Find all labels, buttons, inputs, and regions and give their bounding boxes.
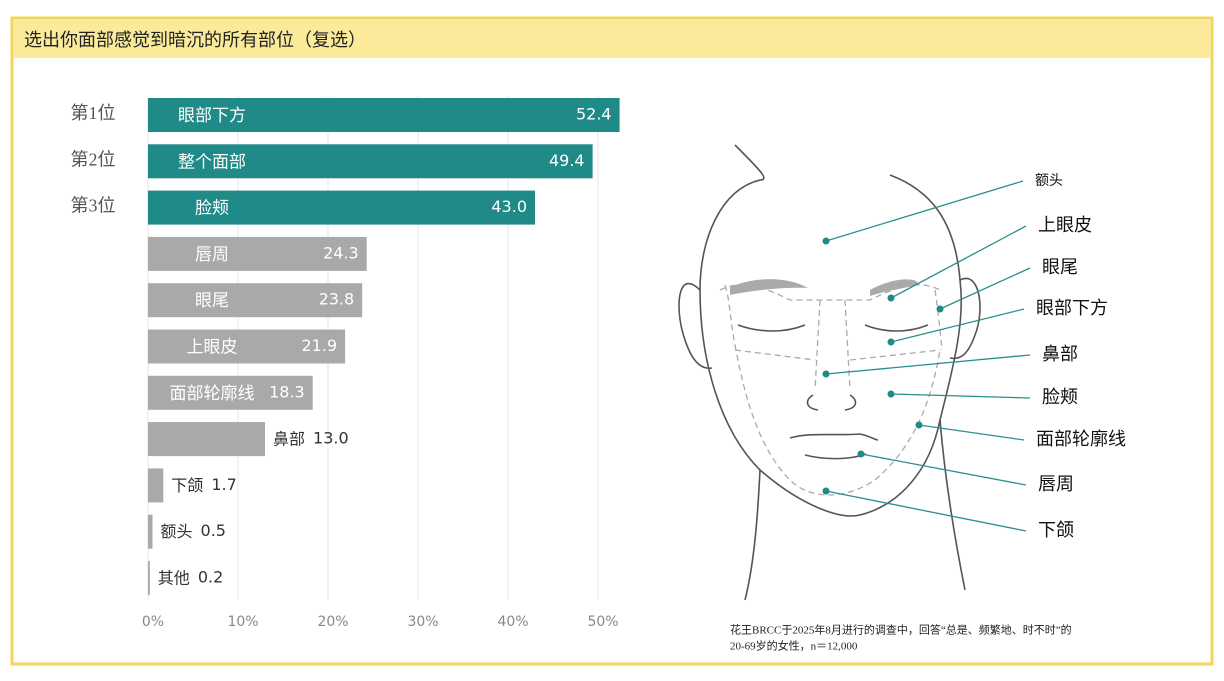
leader-line [825, 180, 1024, 242]
leader-line [825, 354, 1031, 375]
dot [915, 421, 923, 429]
category-label: 眼部下方 [178, 106, 246, 126]
category-label: 唇周 [195, 245, 229, 265]
category-label: 整个面部 [178, 152, 246, 172]
x-tick-label: 20% [317, 614, 348, 630]
leader-line [890, 393, 1031, 399]
bar [148, 283, 363, 318]
diagram-label: 眼部下方 [1036, 298, 1108, 319]
category-label: 上眼皮 [187, 338, 238, 358]
value-label: 49.4 [549, 151, 585, 170]
value-label: 1.7 [211, 475, 236, 494]
category-label: 其他 [158, 569, 190, 588]
x-tick-label: 50% [587, 614, 618, 630]
category-label: 面部轮廓线 [170, 384, 255, 404]
value-label: 18.3 [269, 382, 305, 401]
value-label: 52.4 [576, 105, 612, 124]
bar [148, 236, 367, 271]
diagram-label: 下颌 [1038, 520, 1074, 541]
x-tick-label: 0% [142, 614, 164, 630]
category-label: 额头 [161, 522, 193, 541]
diagram-label: 鼻部 [1042, 344, 1078, 365]
diagram-label: 上眼皮 [1038, 215, 1092, 236]
leader-line [890, 308, 1025, 343]
rank-label: 第1位 [71, 103, 116, 123]
leader-line [825, 490, 1027, 532]
bar [148, 561, 150, 595]
bar [148, 329, 346, 364]
x-tick-label: 10% [227, 614, 258, 630]
leader-line [860, 453, 1027, 486]
value-label: 13.0 [313, 429, 349, 448]
bar [148, 514, 153, 549]
bar [148, 422, 265, 457]
value-label: 23.8 [319, 290, 355, 309]
dot [887, 390, 895, 398]
leader-line [918, 424, 1025, 441]
diagram-label: 脸颊 [1042, 387, 1078, 408]
footnote: 20-69岁的女性，n＝12,000 [730, 639, 858, 653]
bar [148, 144, 593, 179]
value-label: 0.2 [198, 568, 223, 587]
dot [822, 487, 830, 495]
leader-line [939, 267, 1031, 310]
footnote: 花王BRCC于2025年8月进行的调查中，回答“总是、频繁地、时不时”的 [730, 623, 1072, 637]
value-label: 24.3 [323, 243, 359, 262]
category-label: 鼻部 [273, 430, 305, 449]
bar [148, 190, 535, 225]
frame [10, 16, 1214, 666]
diagram-label: 眼尾 [1042, 257, 1078, 278]
chart-title: 选出你面部感觉到暗沉的所有部位（复选） [24, 30, 366, 51]
rank-label: 第3位 [71, 196, 116, 216]
category-label: 脸颊 [195, 199, 229, 219]
face-diagram [678, 144, 981, 601]
leader-line [890, 225, 1027, 299]
x-tick-label: 40% [497, 614, 528, 630]
header-band [13, 19, 1211, 58]
value-label: 21.9 [301, 336, 337, 355]
value-label: 0.5 [201, 521, 226, 540]
diagram-label: 面部轮廓线 [1036, 429, 1126, 450]
dot [887, 338, 895, 346]
dot [936, 305, 944, 313]
category-label: 眼尾 [195, 291, 229, 311]
dot [887, 294, 895, 302]
bar [148, 468, 164, 503]
x-tick-label: 30% [407, 614, 438, 630]
value-label: 43.0 [491, 197, 527, 216]
dot [822, 237, 830, 245]
diagram-label: 额头 [1035, 173, 1063, 189]
dot [822, 370, 830, 378]
dot [857, 450, 865, 458]
diagram-label: 唇周 [1038, 474, 1074, 495]
category-label: 下颌 [171, 476, 203, 495]
rank-label: 第2位 [71, 149, 116, 169]
bar [148, 375, 313, 410]
bar [148, 98, 620, 132]
